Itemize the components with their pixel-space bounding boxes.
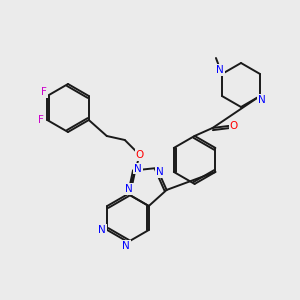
Text: N: N [156,167,164,177]
Text: O: O [230,121,238,131]
Text: N: N [258,95,266,105]
Text: F: F [41,87,47,97]
Text: N: N [216,65,224,75]
Text: N: N [98,225,106,235]
Text: O: O [136,150,144,160]
Text: N: N [134,164,142,173]
Text: N: N [125,184,133,194]
Text: N: N [122,241,130,251]
Text: F: F [38,115,44,125]
